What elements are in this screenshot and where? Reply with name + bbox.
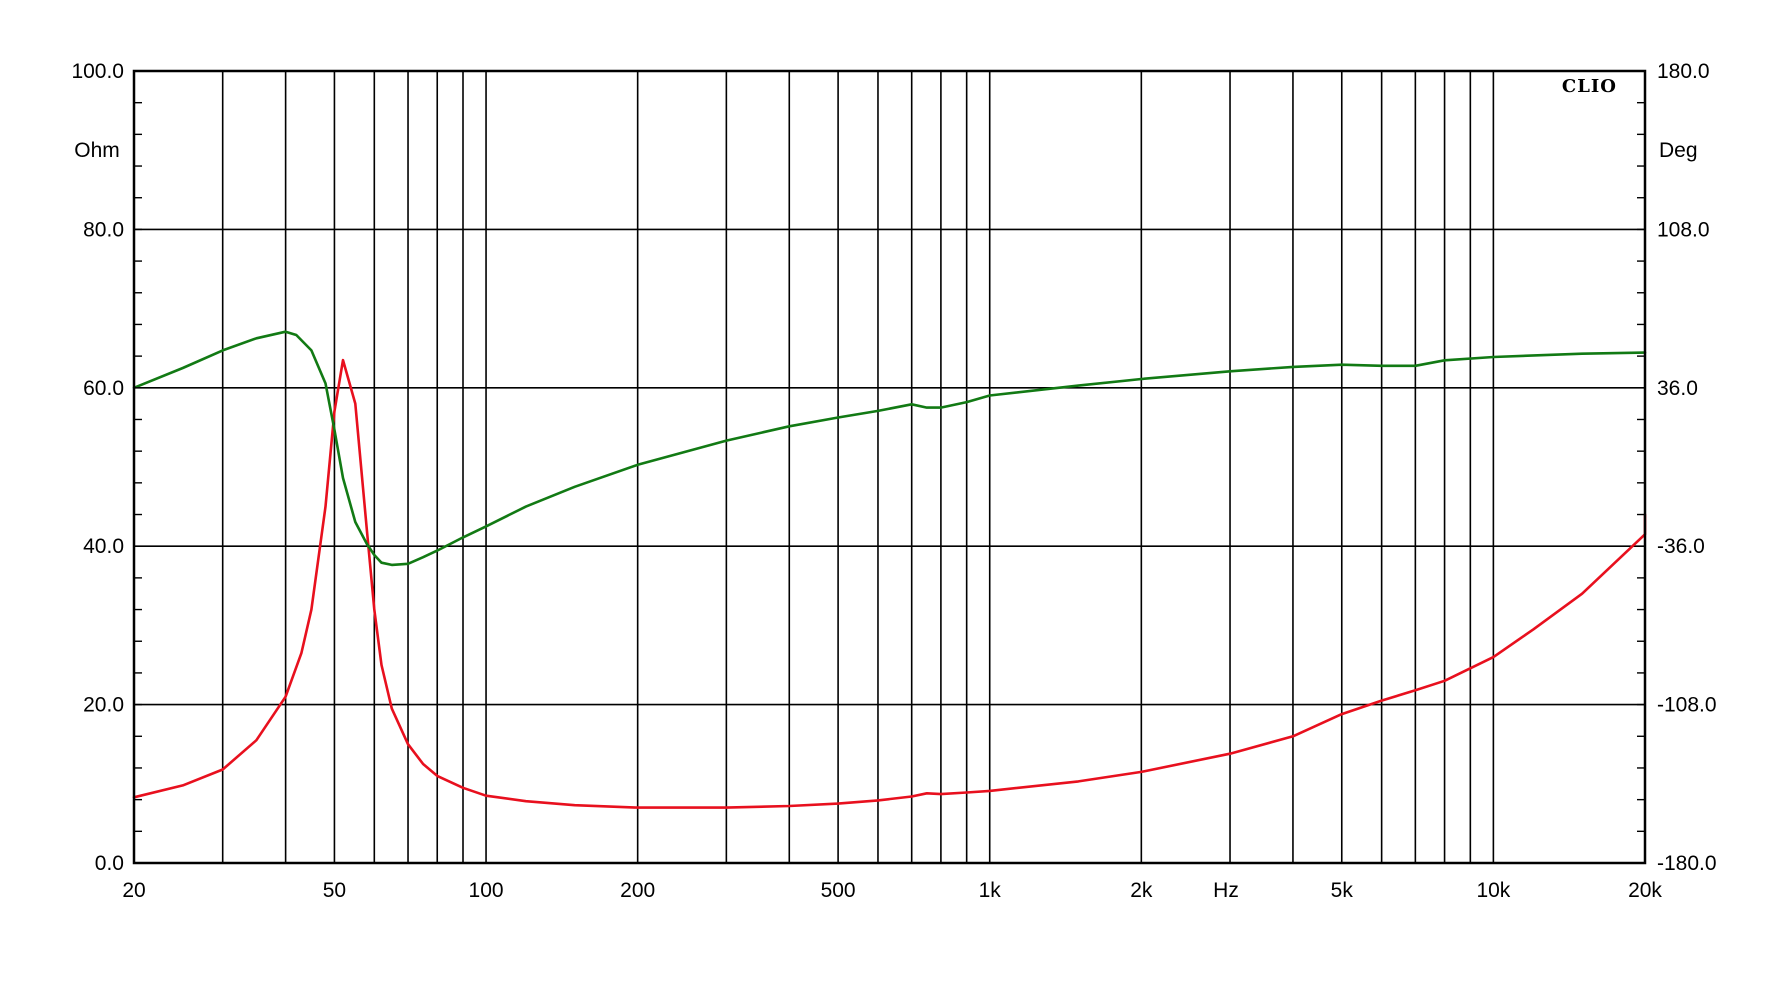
x-tick-label: 1k xyxy=(979,879,1002,902)
x-tick-label: 20k xyxy=(1628,879,1662,902)
y-left-tick-label: 20.0 xyxy=(83,694,124,717)
y-left-tick-label: 40.0 xyxy=(83,535,124,558)
tick-labels: 20 50 100 200 500 1k 2k 5k 10k 20k 0.0 20.0 40.0 60.0… xyxy=(71,60,1716,902)
y-left-tick-label: 0.0 xyxy=(95,852,124,875)
x-tick-label: 200 xyxy=(620,879,655,902)
y-right-tick-label: -108.0 xyxy=(1657,694,1717,717)
x-tick-label: 100 xyxy=(469,879,504,902)
x-tick-label: 500 xyxy=(821,879,856,902)
x-unit-label: Hz xyxy=(1213,879,1239,902)
x-tick-label: 5k xyxy=(1331,879,1354,902)
y-left-tick-label: 80.0 xyxy=(83,218,124,241)
series-layer xyxy=(132,330,1647,809)
x-tick-label: 2k xyxy=(1130,879,1153,902)
plot-frame xyxy=(132,69,1647,865)
phase-series-line xyxy=(132,330,1647,567)
y-right-unit-label: Deg xyxy=(1659,139,1698,162)
y-left-tick-label: 60.0 xyxy=(83,377,124,400)
y-right-tick-label: -36.0 xyxy=(1657,535,1705,558)
x-tick-label: 10k xyxy=(1476,879,1510,902)
y-right-tick-label: 36.0 xyxy=(1657,377,1698,400)
impedance-series-line xyxy=(132,358,1647,809)
y-right-tick-label: -180.0 xyxy=(1657,852,1717,875)
y-left-unit-label: Ohm xyxy=(74,139,120,162)
x-tick-label: 20 xyxy=(122,879,145,902)
minor-ticks xyxy=(134,70,1645,864)
clio-brand-label: CLIO xyxy=(1562,76,1617,97)
x-tick-label: 50 xyxy=(323,879,346,902)
y-right-tick-label: 180.0 xyxy=(1657,60,1710,83)
y-left-tick-label: 100.0 xyxy=(71,60,124,83)
y-right-tick-label: 108.0 xyxy=(1657,218,1710,241)
